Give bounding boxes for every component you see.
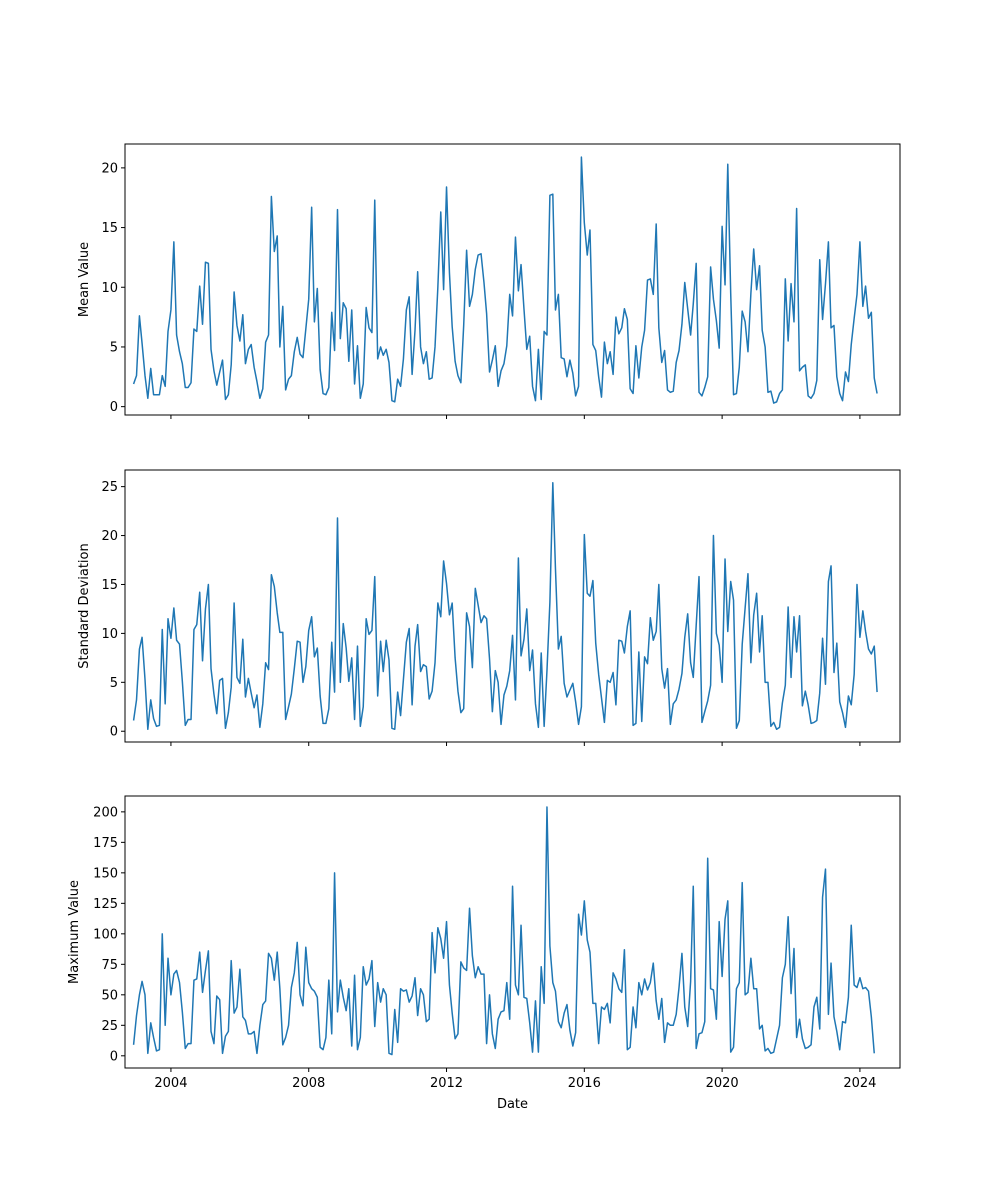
series-line-std [132, 481, 878, 731]
y-axis-label: Maximum Value [67, 880, 82, 984]
x-tick-label: 2012 [430, 1076, 463, 1091]
axes-frame [124, 795, 901, 1069]
y-tick-label: 0 [110, 725, 118, 740]
x-tick-label: 2016 [568, 1076, 601, 1091]
y-tick-label: 75 [101, 958, 118, 973]
x-tick-label: 2008 [292, 1076, 325, 1091]
x-ticks: 2004 2008 2012 2016 2020 2024 [154, 1068, 876, 1091]
y-axis-label: Mean Value [77, 242, 92, 317]
y-tick-label: 0 [110, 400, 118, 415]
y-tick-label: 175 [93, 836, 118, 851]
series-line-mean [132, 156, 878, 404]
y-tick-label: 25 [101, 480, 118, 495]
y-tick-label: 15 [101, 221, 118, 236]
y-tick-label: 5 [110, 340, 118, 355]
y-tick-label: 0 [110, 1049, 118, 1064]
x-ticks [170, 415, 861, 419]
y-tick-label: 5 [110, 676, 118, 691]
y-tick-label: 10 [101, 281, 118, 296]
axes-frame [124, 143, 901, 416]
x-tick-label: 2020 [706, 1076, 739, 1091]
y-tick-label: 100 [93, 927, 118, 942]
y-ticks: 0 5 10 15 20 25 [101, 480, 125, 740]
x-ticks [170, 742, 861, 746]
panel-mean: 0 5 10 15 20 Mean Value [77, 143, 901, 419]
x-axis-label: Date [497, 1097, 528, 1112]
series-line-max [132, 806, 875, 1056]
y-tick-label: 10 [101, 627, 118, 642]
x-tick-label: 2024 [843, 1076, 876, 1091]
y-tick-label: 20 [101, 529, 118, 544]
y-axis-label: Standard Deviation [77, 543, 92, 668]
y-tick-label: 200 [93, 805, 118, 820]
y-ticks: 0 25 50 75 100 125 150 175 200 [93, 805, 125, 1064]
y-ticks: 0 5 10 15 20 [101, 161, 125, 415]
y-tick-label: 50 [101, 988, 118, 1003]
y-tick-label: 20 [101, 161, 118, 176]
panel-std: 0 5 10 15 20 25 Standard Deviation [77, 469, 901, 746]
axes-frame [124, 469, 901, 743]
y-tick-label: 15 [101, 578, 118, 593]
y-tick-label: 150 [93, 866, 118, 881]
y-tick-label: 125 [93, 897, 118, 912]
x-tick-label: 2004 [154, 1076, 187, 1091]
y-tick-label: 25 [101, 1019, 118, 1034]
